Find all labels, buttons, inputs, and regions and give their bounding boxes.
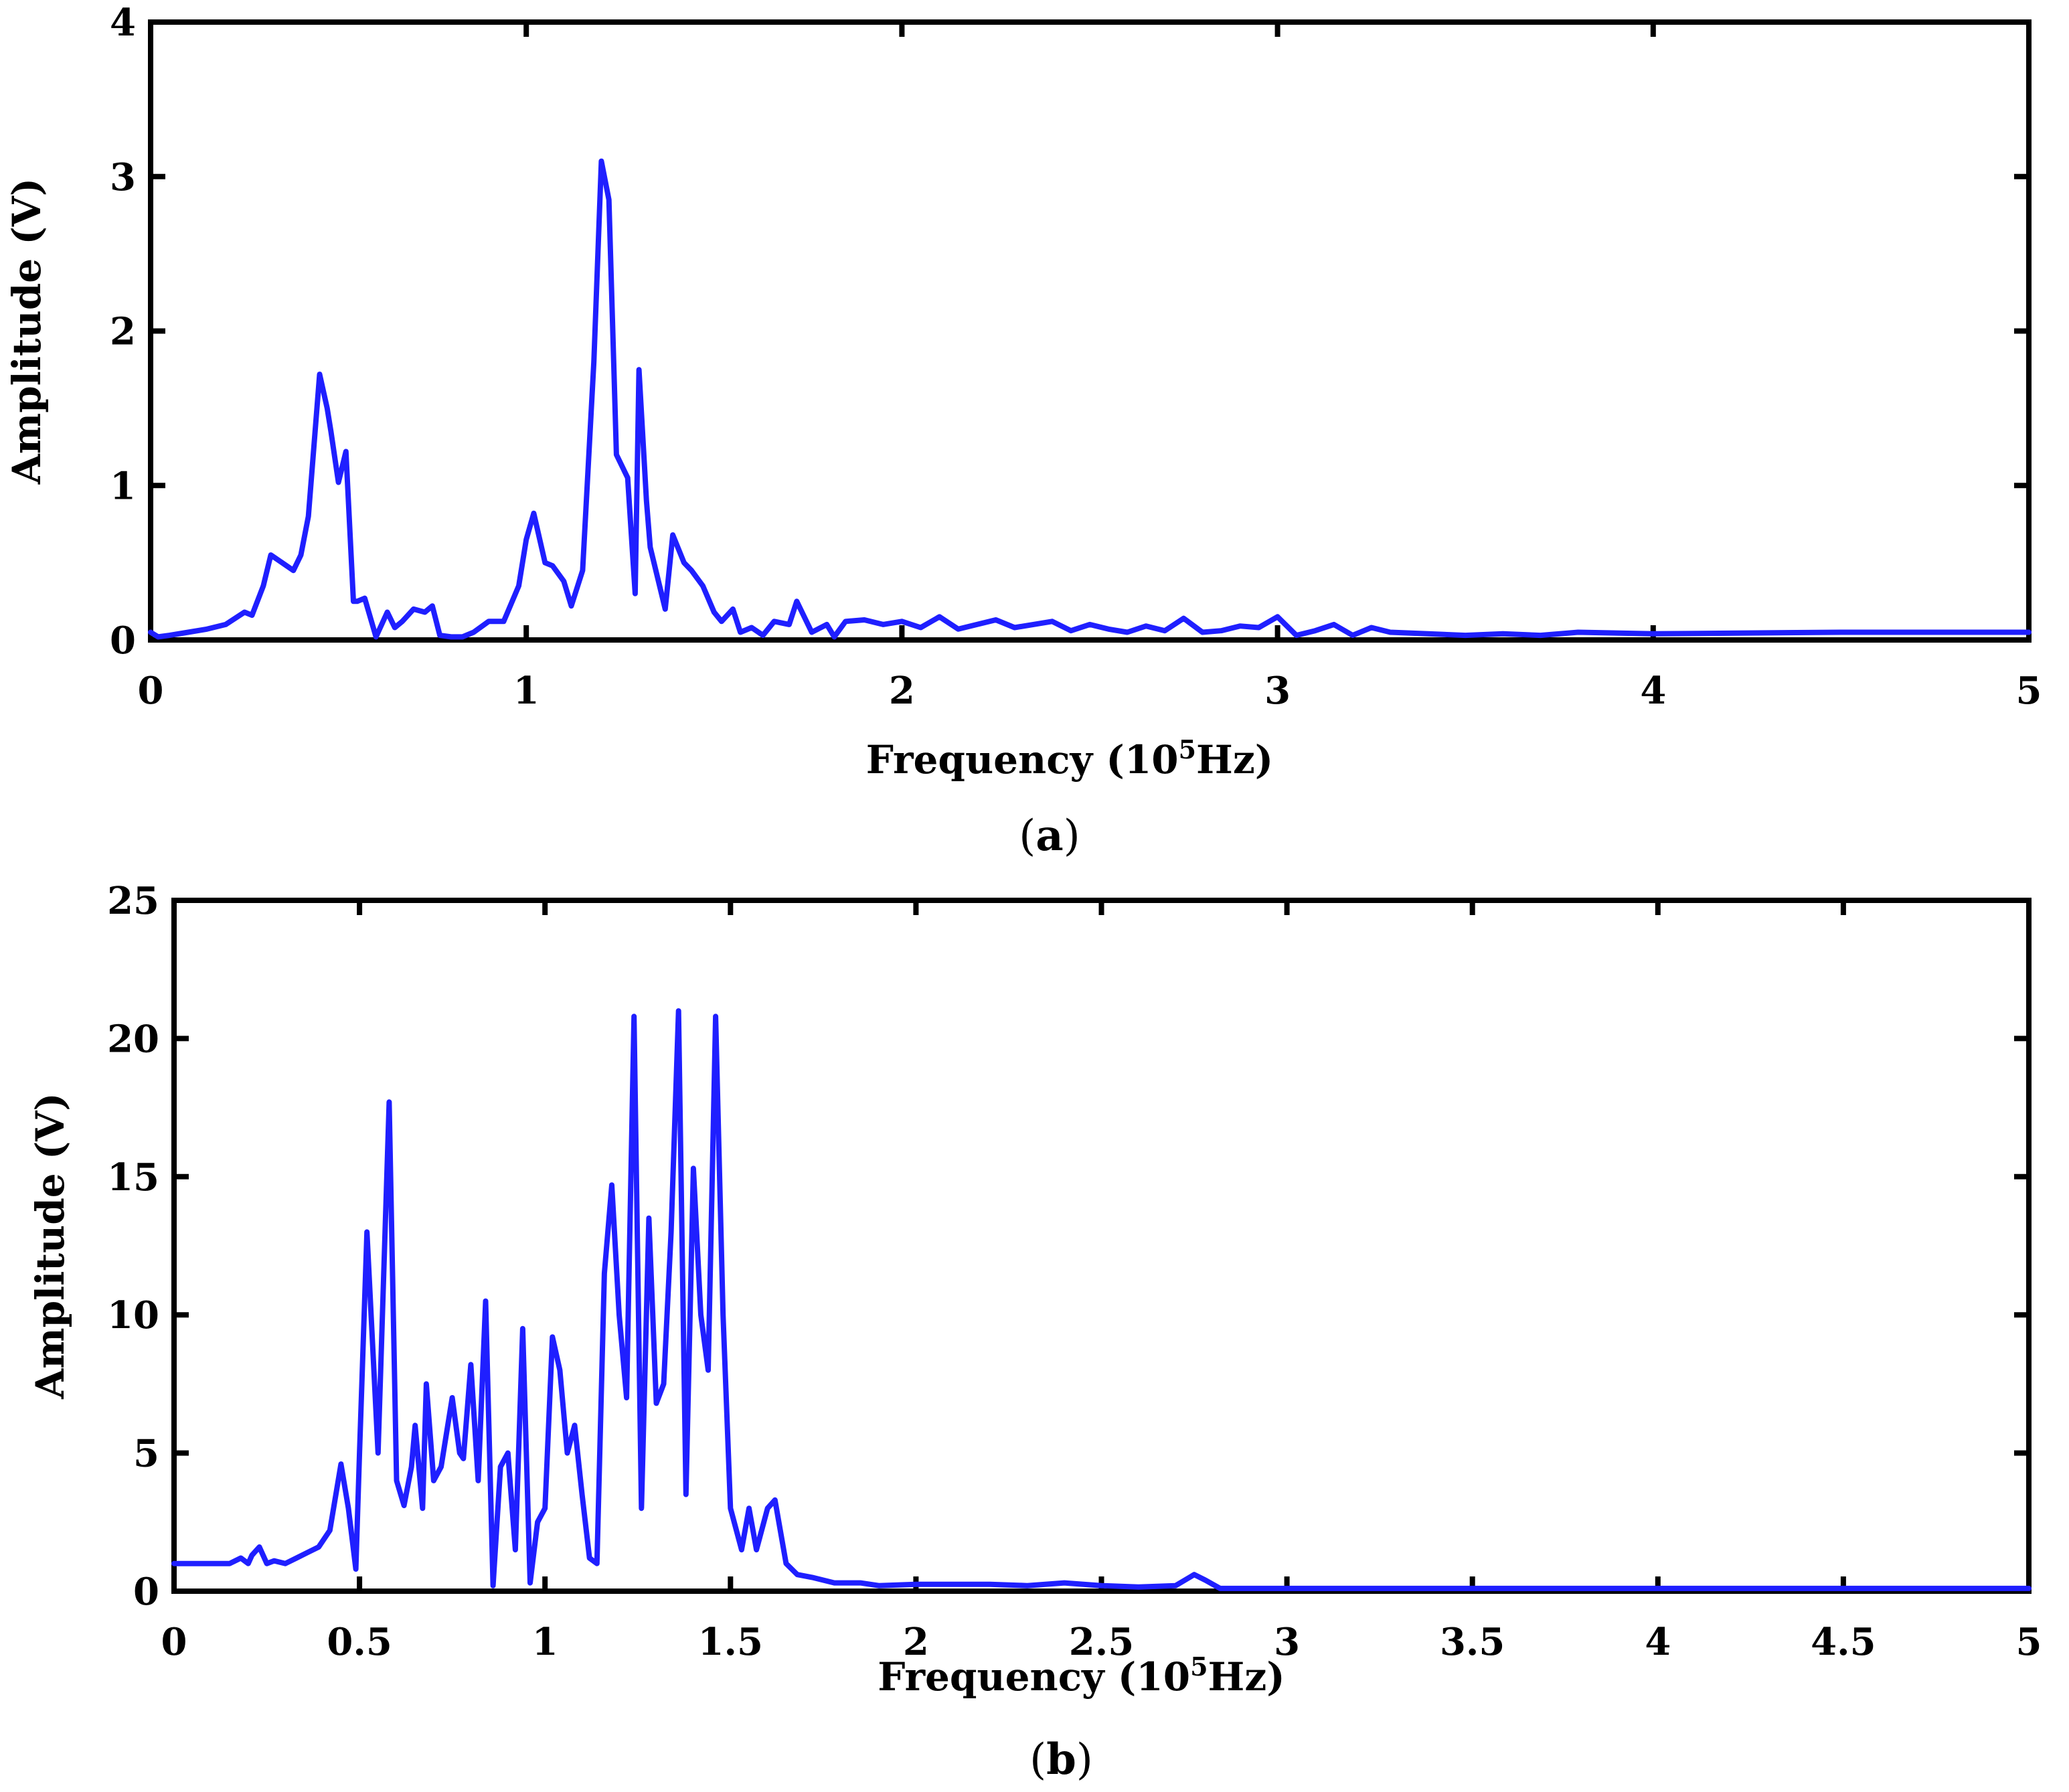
x-axis-title-exp-a: 5	[1179, 734, 1196, 764]
x-axis-title-exp-b: 5	[1190, 1651, 1208, 1682]
y-axis-title-a: Amplitude (V)	[4, 178, 50, 485]
x-tick-labels-a: 0 1 2 3 4 5	[138, 669, 2042, 713]
x-tick-label-b-4: 2	[903, 1620, 929, 1664]
panel-caption-b: (b)	[1029, 1734, 1093, 1785]
y-tick-labels-b: 0 5 10 15 20 25	[107, 879, 159, 1614]
chart-panel-b: 0 0.5 1 1.5 2 2.5 3 3.5 4 4.5 5 0 5 10 15 20 25 Amplitu…	[27, 879, 2042, 1785]
y-tick-label-b-3: 15	[107, 1155, 159, 1200]
chart-panel-a: 0 1 2 3 4 5 0 1 2 3 4 Amplitude (V) Frequency (10…	[4, 1, 2042, 861]
plot-area-frame-a	[148, 19, 2032, 643]
y-tick-label-a-0: 0	[110, 619, 136, 663]
x-axis-title-b: Frequency (105Hz)	[878, 1651, 1285, 1700]
tick-marks-a	[148, 19, 2032, 643]
x-axis-title-unit-b: Hz)	[1208, 1654, 1285, 1700]
y-tick-label-a-4: 4	[110, 1, 136, 45]
spectrum-line-b	[171, 1008, 2032, 1591]
x-tick-label-b-2: 1	[532, 1620, 558, 1664]
x-tick-label-b-1: 0.5	[327, 1620, 392, 1664]
y-tick-label-b-5: 25	[107, 879, 159, 923]
panel-caption-a: (a)	[1019, 811, 1080, 861]
x-tick-label-a-2: 2	[889, 669, 915, 713]
x-tick-label-b-5: 2.5	[1069, 1620, 1134, 1664]
y-tick-label-b-0: 0	[133, 1570, 159, 1614]
tick-marks-b	[171, 898, 2032, 1594]
y-tick-label-b-1: 5	[133, 1432, 159, 1476]
y-tick-label-a-3: 3	[110, 155, 136, 199]
y-tick-label-b-2: 10	[107, 1293, 159, 1337]
x-tick-label-a-5: 5	[2016, 669, 2042, 713]
y-axis-title-b: Amplitude (V)	[27, 1092, 73, 1400]
y-tick-label-a-2: 2	[110, 310, 136, 354]
x-tick-label-a-0: 0	[138, 669, 164, 713]
x-tick-label-b-9: 4.5	[1811, 1620, 1876, 1664]
x-tick-label-a-1: 1	[513, 669, 540, 713]
x-tick-label-a-3: 3	[1264, 669, 1291, 713]
panel-letter-b: b	[1046, 1734, 1076, 1785]
x-axis-title-main-a: Frequency (10	[866, 737, 1179, 783]
plot-area-frame-b	[171, 898, 2032, 1594]
x-tick-label-b-8: 4	[1645, 1620, 1671, 1664]
y-tick-label-a-1: 1	[110, 464, 136, 508]
y-tick-label-b-4: 20	[107, 1017, 159, 1061]
x-tick-label-b-0: 0	[161, 1620, 187, 1664]
x-axis-title-a: Frequency (105Hz)	[866, 734, 1273, 783]
x-tick-label-a-4: 4	[1640, 669, 1666, 713]
panel-letter-a: a	[1036, 811, 1063, 861]
x-tick-labels-b: 0 0.5 1 1.5 2 2.5 3 3.5 4 4.5 5	[161, 1620, 2042, 1664]
x-tick-label-b-7: 3.5	[1440, 1620, 1505, 1664]
x-tick-label-b-6: 3	[1274, 1620, 1300, 1664]
spectrum-line-a	[148, 158, 2032, 640]
x-tick-label-b-10: 5	[2016, 1620, 2042, 1664]
x-tick-label-b-3: 1.5	[698, 1620, 763, 1664]
x-axis-title-unit-a: Hz)	[1196, 737, 1273, 783]
y-tick-labels-a: 0 1 2 3 4	[110, 1, 136, 663]
x-axis-title-main-b: Frequency (10	[878, 1654, 1190, 1700]
